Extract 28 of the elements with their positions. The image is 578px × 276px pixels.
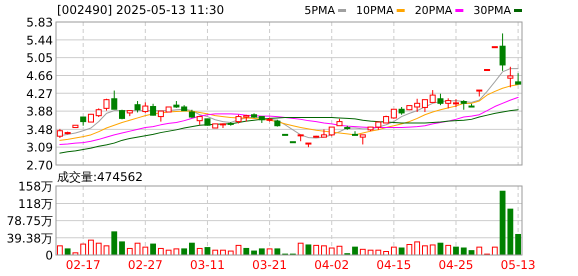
legend-label: 5PMA: [304, 4, 336, 17]
y-tick-label: 3.88: [26, 104, 53, 119]
x-tick-label: 02-17: [66, 258, 101, 272]
y-tick-label: 5.44: [26, 33, 53, 48]
chart-title: 成交量:474562: [57, 170, 143, 184]
y-tick-label: 78.75万: [6, 214, 53, 228]
y-tick-label: 2.70: [26, 158, 53, 172]
chart-title: [002490] 2025-05-13 11:30: [57, 3, 224, 17]
y-tick-label: 158万: [18, 180, 53, 194]
legend-label: 20PMA: [414, 4, 453, 17]
y-tick-label: 118万: [18, 196, 53, 211]
x-tick-label: 04-02: [314, 258, 350, 272]
legend-label: 10PMA: [356, 4, 394, 17]
x-tick-label: 04-25: [438, 258, 474, 272]
y-tick-label: 0: [45, 248, 53, 262]
x-tick-label: 02-27: [128, 258, 163, 272]
y-tick-label: 3.48: [26, 122, 53, 137]
x-tick-label: 05-13: [500, 258, 536, 272]
y-tick-label: 4.66: [26, 68, 53, 83]
y-tick-label: 4.27: [26, 86, 53, 101]
legend-label: 30PMA: [473, 4, 512, 17]
x-tick-label: 03-21: [252, 258, 288, 272]
y-tick-label: 3.09: [26, 140, 53, 155]
y-tick-label: 5.83: [26, 16, 53, 30]
x-tick-label: 03-11: [190, 258, 225, 272]
x-tick-label: 04-15: [376, 258, 412, 272]
y-tick-label: 5.05: [26, 51, 53, 66]
y-tick-label: 39.38万: [6, 231, 53, 246]
